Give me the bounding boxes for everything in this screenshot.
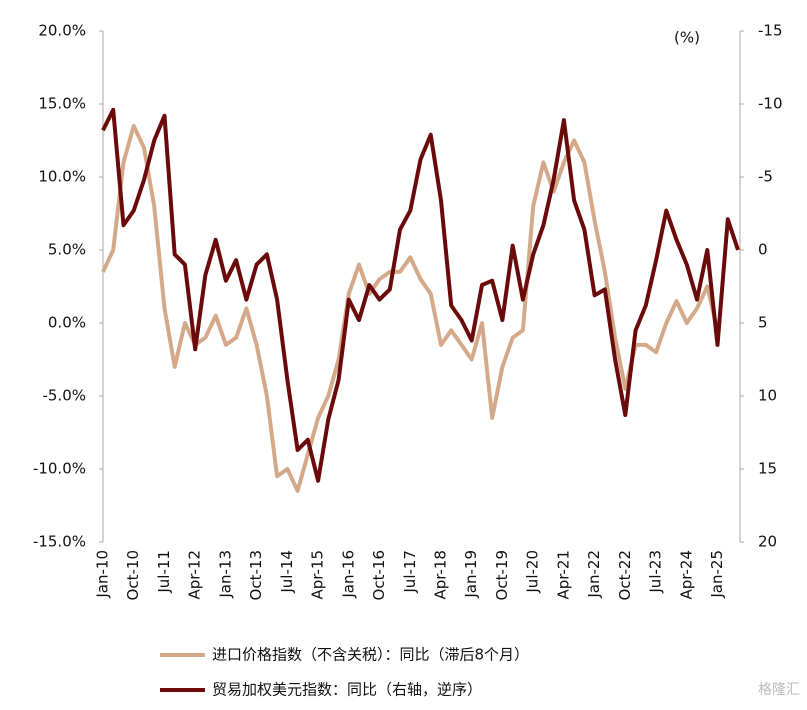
x-tick-label: Oct-16: [370, 550, 388, 600]
x-tick-label: Apr-15: [309, 550, 327, 600]
y2-tick-label: 15: [758, 460, 777, 478]
x-tick-label: Jul-14: [278, 550, 296, 594]
y2-tick-label: 10: [758, 387, 777, 405]
y2-tick-label: 5: [758, 314, 768, 332]
data-line: [101, 123, 720, 493]
y2-tick-label: 0: [758, 241, 768, 259]
x-tick-label: Jan-22: [585, 550, 603, 599]
y2-tick-label: -10: [758, 95, 783, 113]
y2-tick-label: -15: [758, 22, 783, 40]
legend-label: 进口价格指数（不含关税）：同比（滞后8个月）: [212, 646, 529, 664]
y-tick-label: 10.0%: [38, 168, 86, 186]
x-tick-label: Jan-16: [339, 550, 357, 599]
y-tick-label: -15.0%: [33, 533, 86, 551]
data-line: [101, 107, 740, 483]
x-tick-label: Jul-17: [401, 550, 419, 594]
y-tick-label: 15.0%: [38, 95, 86, 113]
x-tick-label: Apr-12: [186, 550, 204, 600]
x-tick-label: Apr-24: [677, 550, 695, 600]
x-tick-label: Oct-13: [247, 550, 265, 600]
x-tick-label: Apr-21: [554, 550, 572, 600]
y2-tick-label: 20: [758, 533, 777, 551]
x-tick-label: Jul-20: [524, 550, 542, 594]
x-tick-label: Jul-11: [155, 550, 173, 594]
x-tick-label: Jan-19: [462, 550, 480, 599]
x-tick-label: Oct-19: [493, 550, 511, 600]
x-tick-label: Oct-10: [124, 550, 142, 600]
y2-axis-label: (%): [674, 29, 700, 47]
x-tick-label: Jan-13: [216, 550, 234, 599]
x-tick-label: Jan-10: [94, 550, 112, 599]
y-tick-label: -5.0%: [42, 387, 86, 405]
x-tick-label: Jan-25: [708, 550, 726, 599]
y2-tick-label: -5: [758, 168, 773, 186]
y-tick-label: 0.0%: [48, 314, 86, 332]
x-tick-label: Oct-22: [616, 550, 634, 600]
watermark: 格隆汇: [758, 682, 800, 698]
y-tick-label: -10.0%: [33, 460, 86, 478]
x-tick-label: Jul-23: [647, 550, 665, 594]
legend-label: 贸易加权美元指数：同比（右轴，逆序）: [212, 681, 482, 699]
y-tick-label: 5.0%: [48, 241, 86, 259]
y-tick-label: 20.0%: [38, 22, 86, 40]
x-tick-label: Apr-18: [431, 550, 449, 600]
